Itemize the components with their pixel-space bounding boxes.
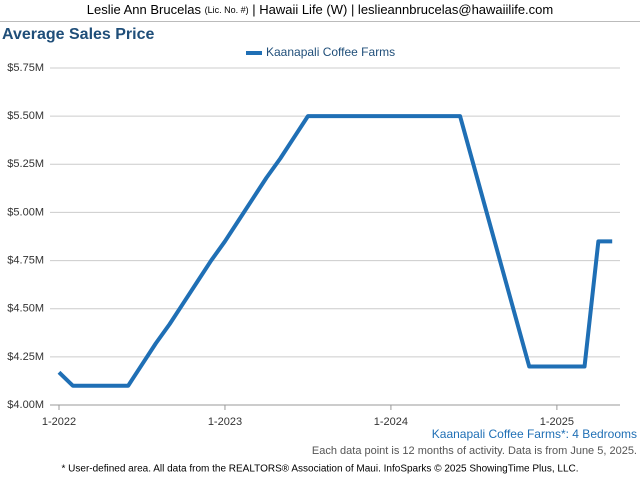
y-tick-label: $4.50M (7, 303, 44, 315)
chart-title: Average Sales Price (2, 26, 155, 43)
x-tick-label: 1-2023 (208, 416, 242, 428)
y-tick-label: $4.75M (7, 254, 44, 266)
caption: Kaanapali Coffee Farms*: 4 Bedrooms (432, 427, 637, 441)
header-rest: | Hawaii Life (W) | leslieannbrucelas@ha… (252, 2, 553, 17)
header-name: Leslie Ann Brucelas (87, 2, 202, 17)
y-tick-label: $4.25M (7, 351, 44, 363)
x-tick-label: 1-2025 (540, 416, 574, 428)
x-tick-label: 1-2024 (374, 416, 408, 428)
y-tick-label: $5.75M (7, 62, 44, 74)
x-tick-label: 1-2022 (42, 416, 76, 428)
note: Each data point is 12 months of activity… (312, 445, 637, 457)
series-line (57, 114, 613, 388)
y-tick-label: $5.00M (7, 206, 44, 218)
y-tick-label: $5.50M (7, 110, 44, 122)
y-tick-label: $4.00M (7, 399, 44, 411)
y-tick-label: $5.25M (7, 158, 44, 170)
source: * User-defined area. All data from the R… (61, 464, 578, 475)
header: Leslie Ann Brucelas (Lic. No. #) | Hawai… (87, 2, 553, 17)
legend-label: Kaanapali Coffee Farms (266, 45, 395, 59)
header-license: (Lic. No. #) (205, 5, 249, 15)
